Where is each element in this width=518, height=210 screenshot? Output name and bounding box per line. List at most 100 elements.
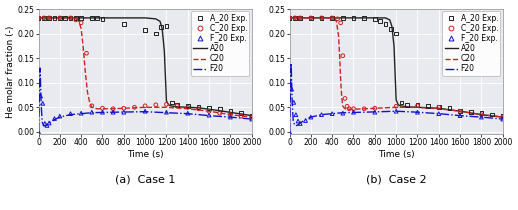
Point [55, 114, 64, 118]
Point [397, 101, 406, 104]
Point [120, 110, 128, 114]
Point [71, 16, 80, 20]
Point [328, 112, 336, 115]
Point [183, 106, 192, 109]
Point [173, 104, 181, 108]
Point [109, 107, 117, 110]
Point [109, 110, 117, 114]
Point [55, 16, 64, 20]
Point [205, 110, 213, 113]
Point [98, 110, 107, 114]
Point [345, 107, 353, 110]
Point [296, 122, 305, 125]
Point [50, 16, 59, 20]
Point [34, 130, 42, 134]
Point [477, 112, 485, 115]
Point [88, 104, 96, 108]
Point [45, 16, 53, 20]
Point [226, 113, 235, 116]
Point [66, 16, 75, 20]
Point [392, 32, 400, 35]
Point [168, 101, 176, 104]
Point [456, 110, 464, 113]
Point [205, 113, 213, 117]
Point [43, 124, 51, 127]
Point [339, 16, 347, 20]
Point [307, 16, 315, 20]
Point [226, 116, 235, 119]
Point [237, 112, 245, 115]
Point [376, 20, 384, 23]
Point [291, 16, 299, 20]
Point [413, 104, 422, 108]
Point [194, 107, 203, 110]
Point [296, 16, 305, 20]
Point [39, 102, 47, 105]
Point [237, 114, 245, 118]
Point [301, 119, 310, 122]
Point [477, 116, 485, 119]
Point [294, 119, 302, 123]
Point [488, 113, 496, 116]
Point [88, 16, 96, 20]
Point [349, 110, 357, 114]
Point [318, 113, 326, 116]
Point [360, 16, 368, 20]
Point [499, 116, 507, 119]
Point [328, 16, 336, 20]
Point [371, 107, 379, 110]
Point [205, 107, 213, 110]
Point [152, 32, 160, 35]
Point [194, 106, 203, 109]
Point [183, 112, 192, 115]
Point [339, 112, 347, 115]
Point [343, 105, 351, 108]
X-axis label: Time (s): Time (s) [378, 150, 414, 159]
Point [413, 110, 422, 114]
Point [360, 107, 368, 110]
Point [66, 16, 75, 20]
Point [45, 121, 53, 125]
Point [307, 16, 315, 20]
Point [226, 110, 235, 113]
Point [93, 16, 102, 20]
Point [318, 16, 326, 20]
Point [499, 117, 507, 121]
Point [386, 27, 395, 30]
Point [424, 105, 432, 108]
Point [77, 21, 85, 25]
Point [318, 16, 326, 20]
Point [77, 16, 85, 20]
Point [371, 110, 379, 114]
Point [456, 109, 464, 112]
Point [50, 117, 59, 120]
Point [152, 103, 160, 106]
Point [392, 105, 400, 108]
Point [435, 106, 443, 109]
Point [34, 16, 42, 20]
Point [341, 97, 349, 100]
Point [55, 16, 64, 20]
Point [285, 16, 294, 20]
Point [141, 110, 149, 113]
Point [339, 54, 347, 57]
Point [248, 114, 256, 117]
Point [157, 26, 165, 29]
Text: (a)  Case 1: (a) Case 1 [115, 174, 175, 184]
Point [82, 52, 91, 55]
Point [71, 18, 80, 22]
Point [77, 112, 85, 115]
Point [435, 106, 443, 109]
X-axis label: Time (s): Time (s) [127, 150, 163, 159]
Point [402, 103, 411, 106]
Point [371, 17, 379, 21]
Legend: A_20 Exp., C_20 Exp., F_20 Exp., A20, C20, F20: A_20 Exp., C_20 Exp., F_20 Exp., A20, C2… [191, 11, 250, 76]
Point [41, 122, 49, 125]
Point [292, 113, 300, 116]
Point [290, 101, 298, 104]
Point [477, 113, 485, 116]
Point [40, 16, 48, 20]
Point [131, 106, 139, 109]
Point [456, 114, 464, 117]
Point [162, 110, 170, 114]
